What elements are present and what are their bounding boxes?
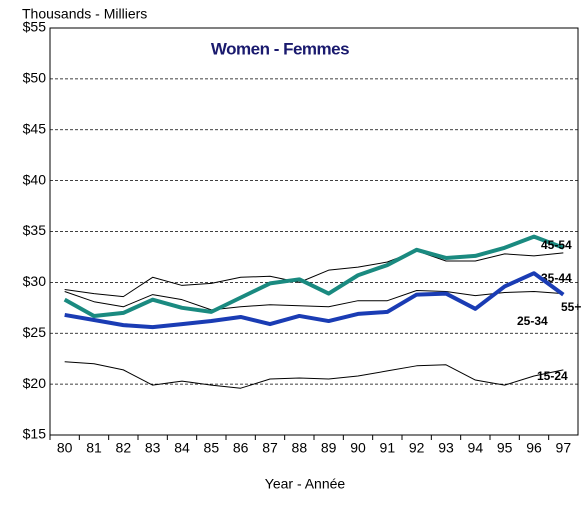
x-tick-label: 81	[86, 440, 102, 456]
x-tick-label: 86	[233, 440, 249, 456]
y-tick-label: $55	[23, 19, 47, 35]
x-tick-label: 93	[438, 440, 454, 456]
x-tick-label: 95	[497, 440, 513, 456]
y-tick-label: $15	[23, 426, 47, 442]
plot-border	[49, 27, 579, 436]
x-tick-label: 87	[262, 440, 278, 456]
series-line	[63, 234, 565, 318]
series-line	[64, 290, 564, 311]
x-axis-label: Year - Année	[265, 476, 346, 492]
x-tick-label: 84	[174, 440, 190, 456]
y-tick-label: $50	[23, 70, 47, 86]
series-label: 45-54	[541, 238, 572, 252]
series-line	[64, 271, 565, 330]
x-tick-label: 94	[468, 440, 484, 456]
series-label: 15-24	[537, 369, 568, 383]
y-tick-label: $30	[23, 273, 47, 289]
x-tick-label: 83	[145, 440, 161, 456]
y-tick-label: $25	[23, 324, 47, 340]
x-tick-label: 96	[526, 440, 542, 456]
x-tick-label: 90	[350, 440, 366, 456]
x-tick-label: 82	[116, 440, 132, 456]
series-line	[64, 361, 564, 389]
x-tick-label: 97	[556, 440, 572, 456]
x-tick-label: 92	[409, 440, 425, 456]
y-tick-label: $45	[23, 120, 47, 136]
x-tick-label: 85	[204, 440, 220, 456]
series-label: 25-34	[517, 314, 548, 328]
y-axis-unit: Thousands - Milliers	[22, 6, 147, 22]
y-tick-label: $40	[23, 171, 47, 187]
x-tick-label: 80	[57, 440, 73, 456]
chart-title: Women - Femmes	[211, 39, 349, 58]
x-tick-label: 89	[321, 440, 337, 456]
y-tick-label: $20	[23, 375, 47, 391]
x-tick-label: 91	[380, 440, 396, 456]
series-label: 55+	[561, 300, 581, 314]
series-line	[64, 250, 564, 298]
x-tick-label: 88	[292, 440, 308, 456]
y-tick-label: $35	[23, 222, 47, 238]
